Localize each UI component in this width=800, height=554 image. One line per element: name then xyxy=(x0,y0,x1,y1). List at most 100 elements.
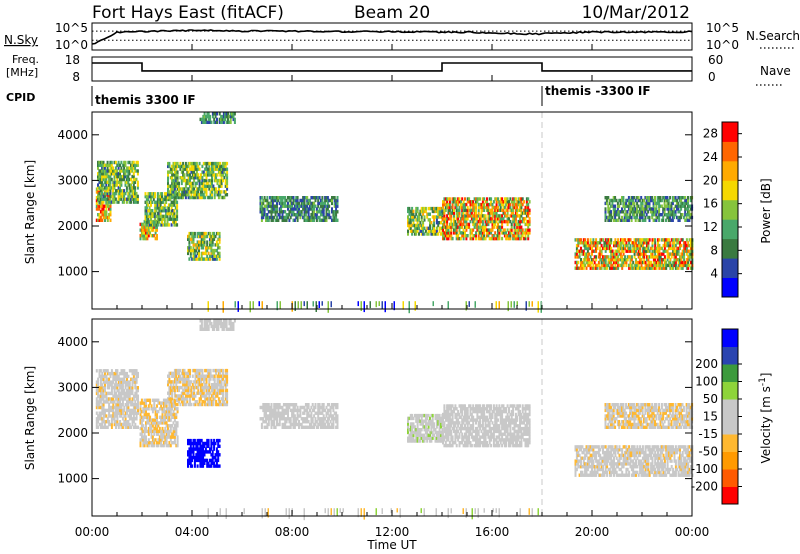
range-gate-cell xyxy=(150,200,152,204)
range-gate-cell xyxy=(193,388,196,393)
range-gate-cell xyxy=(128,194,131,199)
range-gate-cell xyxy=(505,231,508,235)
range-gate-cell xyxy=(135,405,138,410)
range-gate-cell xyxy=(97,213,100,217)
range-gate-cell xyxy=(458,222,461,227)
range-gate-cell xyxy=(677,238,680,242)
range-gate-cell xyxy=(114,197,117,201)
range-gate-cell xyxy=(213,187,216,191)
range-gate-cell xyxy=(187,371,190,376)
range-gate-cell xyxy=(164,412,167,417)
range-gate-cell xyxy=(164,409,167,414)
range-gate-cell xyxy=(213,388,216,393)
range-gate-cell xyxy=(145,194,148,199)
range-gate-cell xyxy=(189,254,192,258)
range-gate-cell xyxy=(636,266,639,270)
range-gate-cell xyxy=(208,385,211,390)
range-gate-cell xyxy=(199,117,202,122)
range-gate-cell xyxy=(630,198,633,203)
range-gate-cell xyxy=(648,215,651,220)
range-gate-cell xyxy=(217,368,220,373)
range-gate-cell xyxy=(164,426,167,431)
range-gate-cell xyxy=(217,391,220,395)
range-gate-cell xyxy=(491,225,494,229)
range-gate-cell xyxy=(183,383,186,387)
range-gate-cell xyxy=(476,228,479,232)
range-gate-cell xyxy=(298,201,300,206)
range-gate-cell xyxy=(603,246,606,251)
range-gate-cell xyxy=(315,213,318,217)
range-gate-cell xyxy=(494,222,497,227)
range-gate-cell xyxy=(674,252,677,256)
range-gate-cell xyxy=(168,388,171,393)
range-gate-cell xyxy=(633,238,636,242)
range-gate-cell xyxy=(454,205,457,210)
range-gate-cell xyxy=(619,258,622,262)
range-gate-cell xyxy=(106,408,109,413)
range-gate-cell xyxy=(509,234,512,238)
range-gate-cell xyxy=(635,263,637,268)
range-gate-cell xyxy=(219,385,222,390)
range-gate-cell xyxy=(444,234,447,238)
range-gate-cell xyxy=(219,167,222,171)
range-gate-cell xyxy=(154,236,157,241)
range-gate-cell xyxy=(178,187,180,191)
range-gate-cell xyxy=(647,215,650,220)
range-gate-cell xyxy=(164,429,167,434)
range-gate-cell xyxy=(481,214,484,218)
range-gate-cell xyxy=(484,214,487,218)
range-gate-cell xyxy=(211,374,213,378)
range-gate-cell xyxy=(161,401,164,405)
range-gate-cell xyxy=(628,246,631,251)
range-gate-cell xyxy=(574,252,577,256)
range-gate-cell xyxy=(687,218,689,222)
range-gate-cell xyxy=(677,204,680,208)
range-gate-cell xyxy=(438,229,441,233)
range-gate-cell xyxy=(124,403,127,407)
range-gate-cell xyxy=(135,194,138,199)
range-gate-cell xyxy=(455,205,458,210)
range-gate-cell xyxy=(299,215,302,220)
range-gate-cell xyxy=(483,228,486,232)
range-gate-cell xyxy=(508,202,510,207)
range-gate-cell xyxy=(206,402,209,407)
range-gate-cell xyxy=(604,238,607,242)
range-gate-cell xyxy=(665,249,668,253)
range-gate-cell xyxy=(498,234,501,238)
range-gate-cell xyxy=(578,252,581,256)
range-gate-cell xyxy=(124,160,127,165)
range-gate-cell xyxy=(179,195,182,200)
range-gate-cell xyxy=(660,213,663,217)
range-gate-cell xyxy=(207,246,210,250)
range-gate-cell xyxy=(176,195,179,200)
range-gate-cell xyxy=(216,164,219,169)
range-gate-cell xyxy=(259,210,262,214)
range-gate-cell xyxy=(289,204,292,208)
range-gate-cell xyxy=(226,173,229,177)
range-gate-cell xyxy=(517,225,520,229)
range-gate-cell xyxy=(291,196,294,200)
range-gate-cell xyxy=(120,380,123,384)
range-gate-cell xyxy=(154,424,157,428)
range-gate-cell xyxy=(184,388,187,393)
range-gate-cell xyxy=(674,255,677,259)
range-gate-cell xyxy=(632,201,634,206)
range-gate-cell xyxy=(190,181,193,186)
range-gate-cell xyxy=(202,240,205,244)
range-gate-cell xyxy=(157,409,160,414)
range-gate-cell xyxy=(277,218,280,222)
range-gate-cell xyxy=(124,425,127,429)
range-gate-cell xyxy=(213,391,216,395)
range-gate-cell xyxy=(473,197,476,201)
range-gate-cell xyxy=(211,193,213,197)
range-gate-cell xyxy=(168,394,171,398)
range-gate-cell xyxy=(134,197,137,201)
range-gate-cell xyxy=(670,210,673,214)
range-gate-cell xyxy=(447,228,450,232)
range-gate-cell xyxy=(265,218,267,222)
range-gate-cell xyxy=(681,201,684,206)
range-gate-cell xyxy=(135,388,138,393)
range-gate-cell xyxy=(109,391,112,396)
range-gate-cell xyxy=(643,252,646,256)
range-gate-cell xyxy=(186,388,189,393)
